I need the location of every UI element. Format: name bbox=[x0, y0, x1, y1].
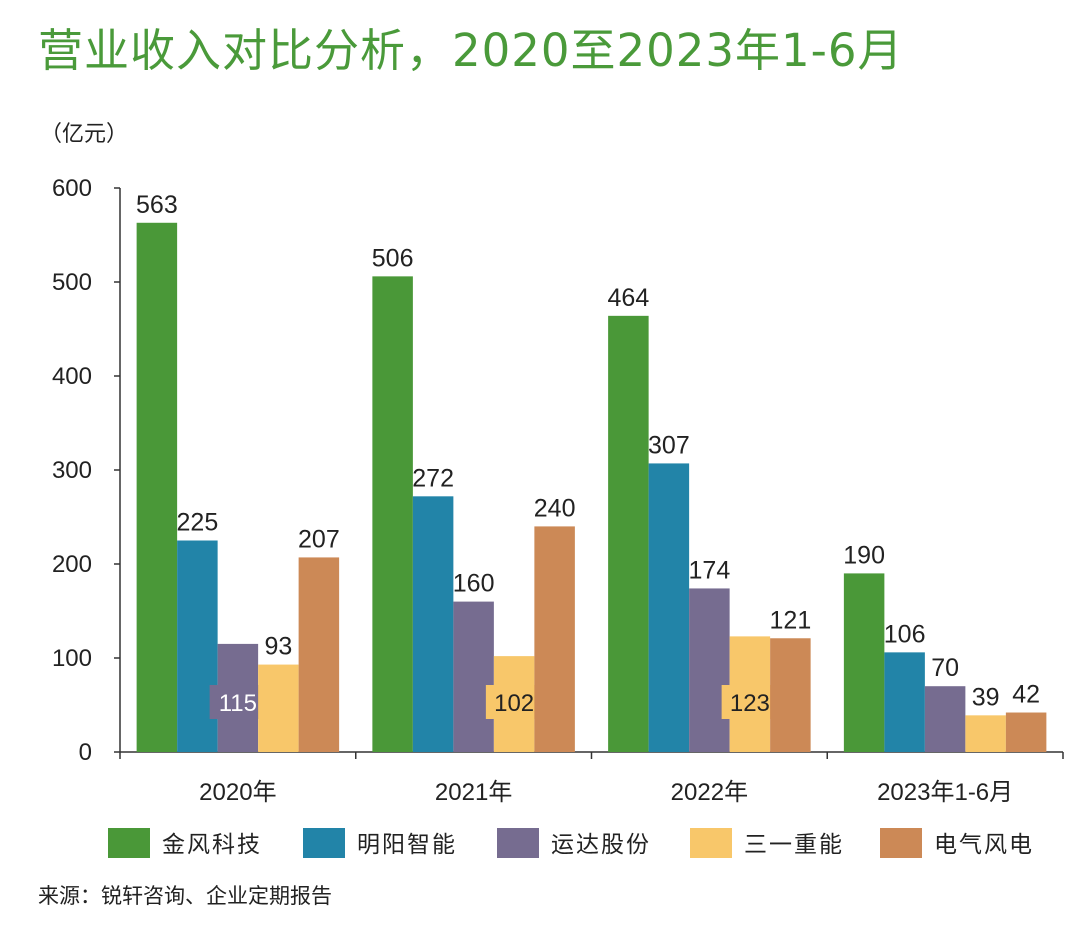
data-label: 207 bbox=[298, 525, 340, 553]
data-label: 121 bbox=[770, 606, 812, 634]
legend-label: 运达股份 bbox=[551, 831, 651, 857]
bar bbox=[770, 638, 811, 752]
y-tick-label: 300 bbox=[52, 457, 92, 484]
legend-label: 三一重能 bbox=[744, 831, 844, 857]
bar bbox=[177, 540, 218, 752]
bar bbox=[298, 557, 340, 752]
bar bbox=[689, 588, 730, 752]
bar bbox=[372, 276, 413, 752]
legend-swatch bbox=[108, 828, 150, 858]
data-label: 102 bbox=[494, 690, 534, 717]
bar bbox=[884, 652, 925, 752]
data-label: 190 bbox=[843, 541, 885, 569]
data-label: 160 bbox=[453, 570, 495, 598]
chart-title: 营业收入对比分析，2020至2023年1-6月 bbox=[38, 24, 904, 77]
x-tick-label: 2021年 bbox=[435, 779, 512, 806]
data-label: 225 bbox=[177, 509, 219, 537]
data-label: 563 bbox=[136, 191, 178, 219]
data-label: 174 bbox=[689, 556, 731, 584]
y-tick-label: 400 bbox=[52, 363, 92, 390]
bar bbox=[648, 463, 690, 752]
legend-swatch bbox=[880, 828, 922, 858]
bar bbox=[1005, 712, 1047, 752]
data-label: 307 bbox=[648, 431, 690, 459]
data-label-background bbox=[721, 685, 779, 719]
bar bbox=[453, 601, 494, 752]
data-label: 506 bbox=[372, 244, 414, 272]
bar bbox=[136, 222, 178, 752]
legend-label: 金风科技 bbox=[162, 831, 262, 857]
bar bbox=[534, 526, 575, 752]
y-axis-unit-label: （亿元） bbox=[40, 122, 129, 147]
bar bbox=[412, 496, 454, 752]
data-label: 115 bbox=[219, 690, 257, 717]
data-label-background bbox=[209, 685, 267, 719]
data-label: 464 bbox=[608, 284, 650, 312]
x-tick-label: 2022年 bbox=[671, 779, 748, 806]
data-label: 240 bbox=[534, 494, 576, 522]
legend-swatch bbox=[690, 828, 732, 858]
x-tick-label: 2020年 bbox=[199, 779, 276, 806]
y-tick-label: 0 bbox=[79, 739, 92, 766]
bar bbox=[965, 715, 1006, 752]
y-tick-label: 600 bbox=[52, 175, 92, 202]
data-label: 106 bbox=[884, 620, 926, 648]
bar bbox=[924, 686, 966, 752]
legend-label: 明阳智能 bbox=[357, 831, 457, 857]
legend-swatch bbox=[303, 828, 345, 858]
data-label: 272 bbox=[412, 464, 454, 492]
x-tick-label: 2023年1-6月 bbox=[877, 779, 1013, 806]
source-note: 来源：锐轩咨询、企业定期报告 bbox=[38, 884, 332, 908]
bar bbox=[843, 573, 885, 752]
data-label: 42 bbox=[1012, 681, 1040, 709]
y-tick-label: 200 bbox=[52, 551, 92, 578]
data-label: 39 bbox=[972, 683, 1000, 711]
y-tick-label: 100 bbox=[52, 645, 92, 672]
data-label: 123 bbox=[730, 690, 770, 717]
data-label-background bbox=[485, 685, 543, 719]
bar bbox=[608, 315, 649, 752]
data-label: 70 bbox=[931, 654, 959, 682]
y-tick-label: 500 bbox=[52, 269, 92, 296]
legend-label: 电气风电 bbox=[934, 831, 1034, 857]
legend-swatch bbox=[497, 828, 539, 858]
data-label: 93 bbox=[264, 633, 292, 661]
bar bbox=[258, 664, 299, 752]
